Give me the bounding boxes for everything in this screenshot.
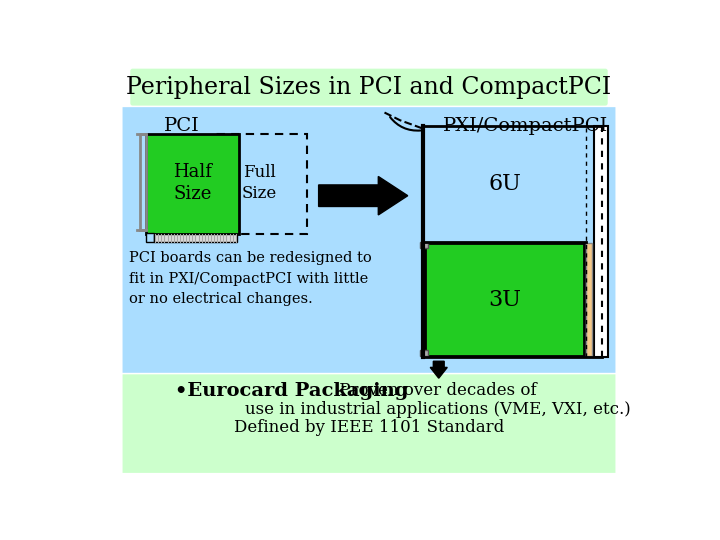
Bar (153, 234, 238, 242)
Text: 3U: 3U (488, 289, 521, 310)
Text: PXI/CompactPCI: PXI/CompactPCI (443, 117, 608, 136)
Text: Proven over decades of: Proven over decades of (334, 382, 536, 399)
FancyBboxPatch shape (122, 374, 616, 473)
FancyBboxPatch shape (122, 107, 616, 373)
Bar (420, 350, 428, 356)
Text: PCI: PCI (163, 117, 199, 136)
Bar (145, 134, 239, 234)
Text: 6U: 6U (488, 173, 521, 195)
Text: Full
Size: Full Size (242, 164, 277, 202)
Text: •Eurocard Packaging: •Eurocard Packaging (175, 382, 409, 400)
Bar (145, 233, 153, 242)
FancyArrow shape (319, 177, 408, 215)
Bar (212, 134, 307, 234)
Bar (425, 244, 585, 356)
Bar (594, 126, 608, 357)
Text: Half
Size: Half Size (173, 163, 212, 204)
Text: PCI boards can be redesigned to
fit in PXI/CompactPCI with little
or no electric: PCI boards can be redesigned to fit in P… (129, 251, 372, 306)
Bar (420, 242, 428, 248)
Text: Defined by IEEE 1101 Standard: Defined by IEEE 1101 Standard (234, 419, 504, 436)
FancyArrow shape (431, 361, 447, 378)
FancyBboxPatch shape (130, 69, 608, 106)
Text: Peripheral Sizes in PCI and CompactPCI: Peripheral Sizes in PCI and CompactPCI (127, 76, 611, 99)
Text: use in industrial applications (VME, VXI, etc.): use in industrial applications (VME, VXI… (245, 401, 631, 417)
Bar (586, 244, 593, 356)
